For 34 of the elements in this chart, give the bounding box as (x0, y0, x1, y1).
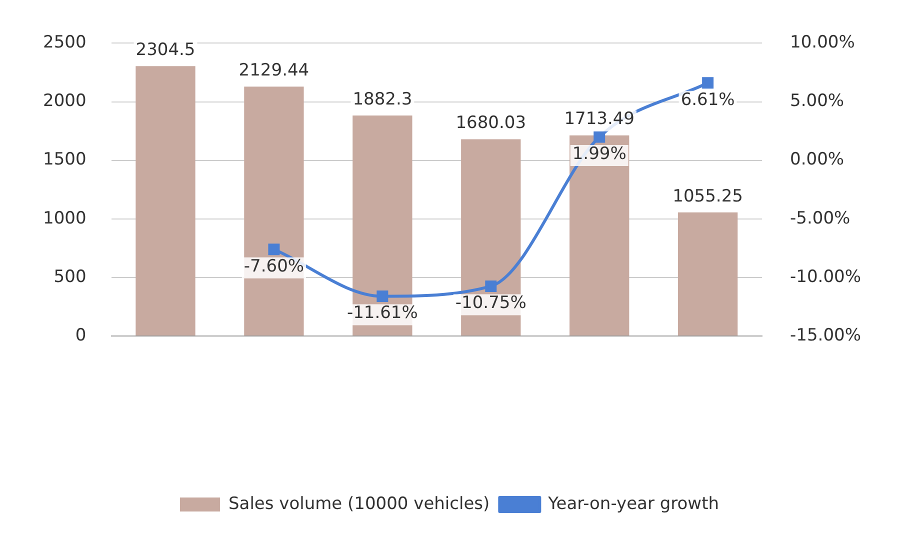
point (594, 131, 606, 143)
y2-tick-label: -10.00% (790, 266, 862, 287)
data-label: 1.99% (572, 144, 626, 164)
bar (570, 135, 630, 336)
y2-tick-label: 10.00% (790, 32, 855, 53)
data-label: 6.61% (680, 90, 735, 110)
y-tick-label: 1500 (43, 150, 86, 170)
data-label: 2129.44 (238, 60, 310, 81)
data-label: -11.61% (346, 303, 418, 324)
y-tick-label: 500 (54, 266, 86, 287)
data-label: -10.75% (455, 293, 526, 314)
point (485, 280, 497, 292)
y2-tick-label: -15.00% (790, 325, 862, 346)
data-label: 1882.3 (352, 89, 412, 110)
bar (136, 66, 196, 336)
data-label: 2304.5 (136, 40, 196, 60)
point (702, 77, 714, 89)
data-label: -7.60% (244, 256, 304, 276)
bar (678, 212, 738, 336)
bar (244, 86, 304, 336)
legend-label: Year-on-year growth (547, 494, 720, 514)
data-label: 1713.49 (564, 109, 635, 130)
y-tick-label: 2500 (43, 32, 86, 53)
data-label: 1055.25 (672, 186, 743, 206)
y2-tick-label: 0.00% (790, 150, 844, 170)
point (268, 244, 280, 256)
y2-tick-label: 5.00% (790, 91, 844, 112)
y-tick-label: 1000 (43, 208, 86, 228)
y-tick-label: 0 (75, 325, 86, 346)
data-label: 1680.03 (456, 113, 526, 134)
legend-label: Sales volume (10000 vehicles) (228, 494, 490, 514)
y-tick-label: 2000 (43, 91, 86, 112)
point (376, 290, 388, 302)
y2-tick-label: -5.00% (790, 208, 850, 228)
